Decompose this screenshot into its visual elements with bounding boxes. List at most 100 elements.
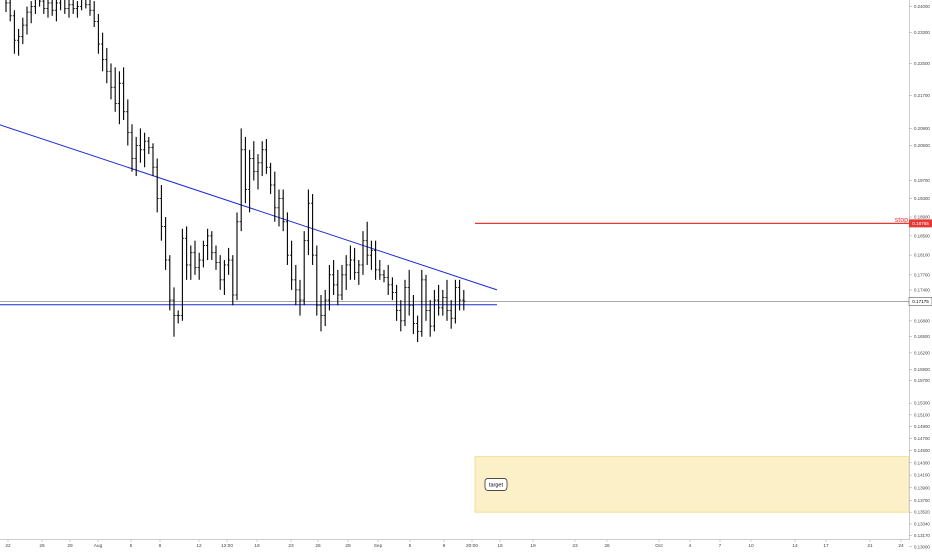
ohlc-bar xyxy=(172,287,176,337)
ohlc-bar xyxy=(424,274,428,321)
ohlc-bar xyxy=(260,141,264,177)
x-tick-label: 10 xyxy=(748,543,754,549)
target-label[interactable]: target xyxy=(484,478,508,491)
y-tick-label: 0.20500 xyxy=(914,143,930,148)
current-price-tag-bg xyxy=(908,297,932,306)
current-price-tag: 0.17175 xyxy=(908,297,932,306)
ohlc-bar xyxy=(319,294,323,332)
y-tick-label: 0.15900 xyxy=(914,367,930,372)
time-axis[interactable]: 22 26 29 Aug 5 8 12 12:00 19 23 26 29 Sep 5 9 20:00 16 19… xyxy=(5,540,904,549)
ohlc-bar xyxy=(33,0,36,14)
x-tick-label: 29 xyxy=(67,543,73,549)
x-tick-label: 26 xyxy=(315,543,321,549)
ohlc-bar xyxy=(189,245,193,280)
y-tick-label: 0.16200 xyxy=(914,350,930,355)
ohlc-bar xyxy=(378,260,382,280)
ohlc-bar xyxy=(243,136,247,204)
x-tick-label: 24 xyxy=(898,543,904,549)
ohlc-bar xyxy=(374,240,378,280)
ohlc-bar xyxy=(432,289,436,332)
ohlc-bar xyxy=(25,6,29,35)
ohlc-bar xyxy=(437,284,441,316)
ohlc-bar xyxy=(214,245,218,270)
ohlc-bar xyxy=(399,300,403,332)
ohlc-bar xyxy=(235,212,239,301)
ohlc-bar xyxy=(185,226,189,280)
y-tick-label: 0.14100 xyxy=(914,473,930,478)
ohlc-bar xyxy=(92,1,96,28)
ohlc-bar xyxy=(252,141,256,181)
x-tick-label: 16 xyxy=(497,543,503,549)
ohlc-bar xyxy=(122,67,126,121)
y-tick-label: 0.14500 xyxy=(914,448,930,453)
ohlc-bar xyxy=(420,269,424,337)
x-tick-label: 23 xyxy=(288,543,294,549)
ohlc-bar xyxy=(176,310,180,324)
ohlc-bar xyxy=(357,260,361,285)
stop-label: stop xyxy=(895,217,908,224)
x-tick-label: Oct xyxy=(655,543,663,549)
ohlc-bar xyxy=(54,0,58,22)
y-tick-label: 0.21700 xyxy=(914,93,930,98)
y-tick-label: 0.15100 xyxy=(914,412,930,417)
y-tick-label: 0.13000 xyxy=(914,544,930,549)
ohlc-bar xyxy=(197,252,201,280)
x-tick-label: 7 xyxy=(719,543,722,549)
ohlc-bar xyxy=(264,139,268,174)
ohlc-bars xyxy=(5,0,466,343)
ohlc-bar xyxy=(46,0,50,18)
ohlc-bar xyxy=(348,245,352,280)
ohlc-bar xyxy=(386,264,390,295)
ohlc-bar xyxy=(269,162,273,195)
ohlc-bar xyxy=(449,300,453,329)
trendline-descending-resistance xyxy=(0,124,498,291)
ohlc-bar xyxy=(193,240,197,275)
y-tick-label: 0.22500 xyxy=(914,61,930,66)
x-tick-label: 4 xyxy=(689,543,692,549)
ohlc-bar xyxy=(298,279,302,316)
ohlc-bar xyxy=(340,264,344,301)
y-tick-label: 0.19300 xyxy=(914,196,930,201)
ohlc-bar xyxy=(273,171,277,222)
target-zone[interactable] xyxy=(474,456,910,513)
ohlc-bar xyxy=(88,0,92,16)
ohlc-bar xyxy=(369,240,373,270)
ohlc-bar xyxy=(327,264,331,311)
ohlc-bar xyxy=(445,279,449,321)
y-tick-label: 0.14900 xyxy=(914,424,930,429)
x-tick-label: 12:00 xyxy=(221,543,233,549)
x-tick-label: 17 xyxy=(823,543,829,549)
ohlc-bar xyxy=(85,0,88,9)
y-tick-label: 0.14300 xyxy=(914,460,930,465)
y-tick-label: 0.13700 xyxy=(914,498,930,503)
target-label-text: target xyxy=(489,482,504,488)
price-axis[interactable]: 0.24000 0.23300 0.22500 0.21700 0.20900 0.205… xyxy=(909,4,930,549)
ohlc-bar xyxy=(332,260,336,295)
ohlc-bar xyxy=(117,71,121,125)
y-tick-label: 0.20900 xyxy=(914,126,930,131)
ohlc-bar xyxy=(59,0,62,11)
ohlc-bar xyxy=(159,185,163,241)
y-tick-label: 0.15700 xyxy=(914,378,930,383)
y-tick-label: 0.15300 xyxy=(914,401,930,406)
ohlc-bar xyxy=(67,0,71,18)
ohlc-bar xyxy=(134,136,138,177)
ohlc-bar xyxy=(126,99,130,146)
ohlc-bar xyxy=(218,255,222,290)
y-tick-label: 0.16500 xyxy=(914,334,930,339)
x-tick-label: 20:00 xyxy=(466,543,478,549)
ohlc-bar xyxy=(201,240,205,268)
ohlc-bar xyxy=(390,277,394,301)
ohlc-bar xyxy=(210,231,214,261)
ohlc-bar xyxy=(29,1,33,24)
y-tick-label: 0.13520 xyxy=(914,510,930,515)
ohlc-bar xyxy=(227,247,231,275)
ohlc-bar xyxy=(231,255,235,306)
ohlc-bar xyxy=(239,128,243,232)
ohlc-bar xyxy=(395,284,399,321)
y-tick-label: 0.19700 xyxy=(914,178,930,183)
target-label-box xyxy=(484,478,508,491)
y-tick-label: 0.17400 xyxy=(914,287,930,292)
